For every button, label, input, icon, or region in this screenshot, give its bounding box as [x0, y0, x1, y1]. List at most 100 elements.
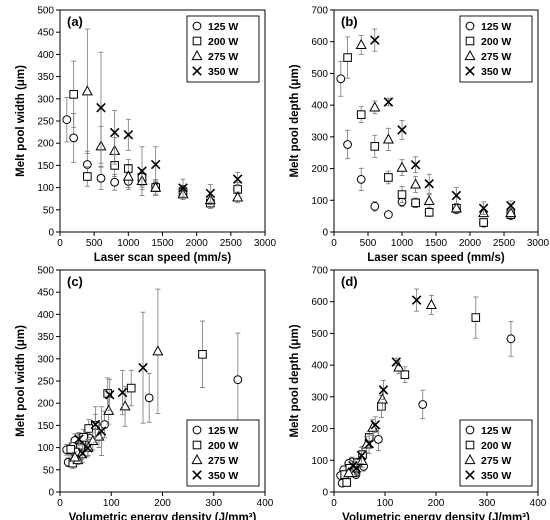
legend-marker — [465, 470, 475, 480]
data-point — [69, 133, 79, 143]
legend-entry: 275 W — [481, 455, 511, 467]
data-point — [96, 173, 106, 183]
panel-label: (d) — [341, 274, 358, 289]
y-tick-label: 300 — [311, 392, 328, 403]
series-275w — [343, 294, 437, 478]
data-point — [384, 210, 393, 219]
y-tick-label: 250 — [37, 377, 54, 388]
data-point — [450, 202, 462, 213]
data-point — [122, 170, 134, 181]
panel-label: (b) — [341, 14, 358, 29]
y-axis-label: Melt pool width (μm) — [15, 65, 27, 177]
x-tick-label: 300 — [205, 498, 222, 509]
legend-entry: 200 W — [481, 36, 511, 48]
y-tick-label: 50 — [43, 465, 55, 476]
data-point — [342, 478, 352, 487]
data-point — [382, 133, 394, 144]
data-point — [425, 298, 437, 309]
x-tick-label: 200 — [154, 498, 171, 509]
x-tick-label: 0 — [331, 498, 337, 509]
data-point — [137, 166, 147, 176]
x-tick-label: 100 — [103, 498, 120, 509]
y-tick-label: 600 — [311, 37, 328, 48]
y-tick-label: 300 — [311, 132, 328, 143]
data-point — [343, 140, 353, 149]
data-point — [478, 203, 489, 213]
data-point — [393, 361, 405, 372]
legend-entry: 125 W — [481, 425, 511, 437]
y-tick-label: 450 — [37, 28, 54, 39]
legend-entry: 350 W — [481, 66, 511, 78]
data-point — [376, 393, 388, 404]
y-axis-label: Melt pool depth (μm) — [289, 64, 301, 177]
x-axis-label: Volumetric energy density (J/mm³) — [342, 512, 530, 520]
data-point — [110, 177, 120, 187]
chart-panel-c: 0 100 200 300 400 0 50 100 150 200 250 300 350 400 450… — [15, 266, 274, 520]
data-point — [144, 393, 154, 403]
panel-label: (c) — [67, 274, 83, 289]
legend-marker — [465, 36, 475, 46]
legend-marker — [192, 36, 202, 46]
data-point — [423, 194, 435, 206]
y-tick-label: 400 — [37, 310, 54, 321]
y-tick-label: 200 — [37, 139, 54, 150]
data-point — [410, 160, 421, 170]
y-tick-label: 150 — [37, 161, 54, 172]
y-tick-label: 350 — [37, 72, 54, 83]
series-350w — [348, 288, 422, 475]
data-point — [343, 466, 355, 478]
legend-entry: 350 W — [208, 66, 238, 78]
data-point — [126, 383, 136, 393]
y-tick-label: 700 — [311, 266, 328, 277]
legend-marker — [191, 453, 203, 465]
data-point — [356, 454, 368, 466]
y-tick-label: 0 — [48, 488, 54, 499]
data-point — [397, 125, 407, 135]
legend-marker — [465, 66, 475, 76]
data-point — [62, 115, 72, 125]
x-tick-label: 1500 — [151, 238, 174, 249]
y-tick-label: 0 — [322, 228, 328, 239]
data-point — [232, 191, 244, 202]
y-axis-label: Melt pool width (μm) — [15, 325, 27, 437]
y-tick-label: 50 — [43, 205, 55, 216]
x-tick-label: 3000 — [527, 238, 550, 249]
data-point — [370, 35, 380, 45]
x-tick-label: 400 — [257, 498, 274, 509]
x-tick-label: 0 — [57, 238, 63, 249]
x-tick-label: 1000 — [117, 238, 140, 249]
data-point — [123, 129, 134, 140]
data-point — [150, 159, 161, 170]
y-tick-label: 100 — [311, 196, 328, 207]
legend-entry: 275 W — [208, 51, 238, 63]
data-point — [104, 389, 115, 400]
data-point — [418, 400, 428, 409]
data-point — [109, 127, 120, 138]
data-point — [400, 370, 410, 379]
y-tick-label: 400 — [37, 50, 54, 61]
data-point — [356, 450, 367, 461]
y-tick-label: 100 — [37, 443, 54, 454]
data-point — [138, 362, 148, 373]
data-point — [370, 201, 380, 211]
y-tick-label: 300 — [37, 94, 54, 105]
legend: 125 W 200 W 275 W 350 W — [459, 15, 533, 83]
legend-marker — [464, 49, 476, 61]
y-tick-label: 450 — [37, 288, 54, 299]
data-point — [424, 208, 434, 217]
legend: 125 W 200 W 275 W 350 W — [186, 15, 260, 83]
y-tick-label: 0 — [48, 228, 54, 239]
data-point — [355, 38, 367, 49]
legend-marker — [192, 21, 202, 31]
legend-entry: 200 W — [208, 36, 238, 48]
data-point — [81, 85, 93, 96]
x-tick-label: 500 — [86, 238, 103, 249]
y-tick-label: 500 — [37, 6, 54, 17]
data-point — [66, 445, 76, 454]
legend-entry: 125 W — [208, 425, 238, 437]
chart-panel-d: 0 100 200 300 400 0 100 200 300 400 500 600 700 Volum… — [289, 266, 547, 520]
y-tick-label: 700 — [311, 6, 328, 17]
legend-marker — [192, 440, 202, 450]
data-point — [233, 375, 243, 385]
x-tick-label: 500 — [360, 238, 377, 249]
